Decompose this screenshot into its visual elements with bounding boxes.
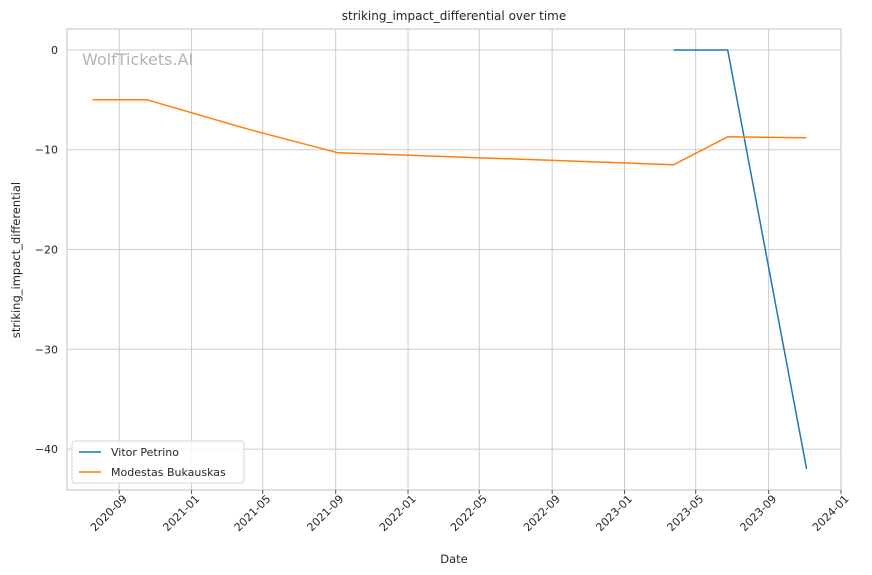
x-axis-title: Date (440, 552, 468, 566)
y-tick-label: −40 (35, 443, 58, 456)
legend-box (71, 440, 245, 484)
x-tick-label: 2023-01 (593, 492, 635, 534)
x-tick-label: 2021-05 (232, 492, 274, 534)
x-tick-label: 2023-05 (665, 492, 707, 534)
x-tick-label: 2022-01 (377, 492, 419, 534)
x-tick-label: 2021-01 (160, 492, 202, 534)
legend-label-vitor-petrino: Vitor Petrino (111, 446, 179, 459)
y-axis-title: striking_impact_differential (9, 182, 23, 338)
x-tick-label: 2021-09 (305, 492, 347, 534)
series-layer (92, 49, 808, 470)
series-line-modestas-bukauskas (92, 99, 807, 166)
x-tick-label: 2022-09 (521, 492, 563, 534)
plot-frame (66, 28, 842, 491)
x-tick-label: 2022-05 (448, 492, 490, 534)
y-tick-label: −20 (35, 244, 58, 257)
x-tick-label: 2023-09 (738, 492, 780, 534)
y-axis-ticks: 0 −10 −20 −30 −40 (35, 44, 58, 456)
y-tick-label: −10 (35, 144, 58, 157)
x-tick-label: 2020-09 (88, 492, 130, 534)
y-tick-label: −30 (35, 343, 58, 356)
y-tick-label: 0 (51, 44, 58, 57)
series-line-vitor-petrino (673, 49, 808, 470)
legend-label-modestas-bukauskas: Modestas Bukauskas (111, 466, 226, 479)
x-tick-label: 2024-01 (810, 492, 852, 534)
plot-area (67, 29, 841, 490)
chart-title: striking_impact_differential over time (342, 9, 567, 23)
x-axis-ticks: 2020-09 2021-01 2021-05 2021-09 2022-01 2022-… (88, 490, 852, 534)
legend: Vitor Petrino Modestas Bukauskas (71, 440, 245, 484)
watermark: WolfTickets.AI (82, 50, 193, 69)
